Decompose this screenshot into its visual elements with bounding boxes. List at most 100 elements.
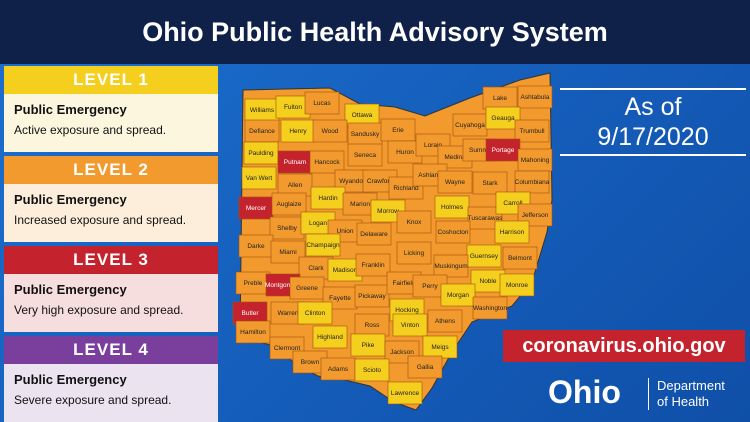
county-label: Clinton [305, 310, 326, 317]
county-label: Meigs [431, 344, 449, 351]
county-label: Fayette [329, 295, 351, 302]
county-label: Portage [492, 147, 515, 154]
county [440, 283, 476, 307]
county [472, 296, 508, 320]
county [407, 355, 443, 379]
county-label: Logan [309, 220, 327, 227]
level-heading: Public Emergency [14, 372, 127, 387]
county [517, 203, 553, 227]
website[interactable]: coronavirus.ohio.gov [503, 330, 745, 362]
county [355, 253, 391, 277]
county [502, 246, 538, 270]
county-label: Tuscarawas [468, 215, 504, 222]
level-body: Public Emergency Active exposure and spre… [4, 94, 218, 152]
level-header: LEVEL 4 [4, 336, 218, 364]
county-label: Ashland [418, 172, 442, 179]
title: Ohio Public Health Advisory System [0, 0, 750, 64]
county-label: Delaware [360, 231, 388, 238]
county-label: Lawrence [391, 390, 420, 397]
county [356, 222, 392, 246]
county-label: Paulding [248, 150, 274, 157]
county [312, 119, 348, 143]
county [270, 240, 306, 264]
level-header: LEVEL 1 [4, 66, 218, 94]
county-label: Henry [289, 128, 307, 135]
county-label: Pickaway [358, 293, 386, 300]
county-label: Ashtabula [521, 94, 550, 101]
county-label: Auglaize [277, 201, 302, 208]
county-label: Ross [365, 322, 381, 329]
level-body: Public Emergency Severe exposure and spre… [4, 364, 218, 422]
county-label: Richland [393, 185, 419, 192]
county-label: Miami [279, 249, 296, 256]
county-label: Monroe [506, 282, 528, 289]
county-label: Scioto [363, 367, 381, 374]
county-label: Williams [250, 107, 275, 114]
level-heading: Public Emergency [14, 192, 127, 207]
county [427, 309, 463, 333]
county-label: Warren [277, 310, 298, 317]
county-label: Morrow [377, 208, 399, 215]
county-label: Hancock [314, 159, 340, 166]
county-label: Wyandot [339, 178, 365, 185]
level-heading: Public Emergency [14, 102, 127, 117]
county-label: Wood [322, 128, 339, 135]
level-heading: Public Emergency [14, 282, 127, 297]
county [517, 85, 553, 109]
county-label: Columbiana [515, 179, 550, 186]
logo-department: Department of Health [648, 378, 725, 410]
county-label: Sandusky [351, 131, 380, 138]
county-label: Pike [362, 342, 375, 349]
county [387, 381, 423, 405]
county-label: Harrison [500, 229, 525, 236]
county-label: Champaign [306, 242, 340, 249]
level-description: Very high exposure and spread. [14, 303, 184, 317]
county [347, 143, 383, 167]
level-header: LEVEL 2 [4, 156, 218, 184]
logo-line: of Health [657, 394, 710, 409]
county [354, 284, 390, 308]
county-label: Allen [288, 182, 303, 189]
level-body: Public Emergency Very high exposure and s… [4, 274, 218, 332]
county-label: Belmont [508, 255, 532, 262]
county-label: Lorain [424, 142, 442, 149]
county-label: Union [337, 228, 354, 235]
county [305, 233, 341, 257]
county-label: Van Wert [246, 175, 273, 182]
county-label: Fulton [284, 104, 302, 111]
county-label: Greene [296, 285, 318, 292]
county-label: Lucas [313, 100, 331, 107]
county-label: Crawford [367, 178, 394, 185]
county [437, 170, 473, 194]
county-label: Washington [473, 305, 507, 312]
county-label: Athens [435, 318, 456, 325]
county [235, 320, 271, 344]
level-body: Public Emergency Increased exposure and s… [4, 184, 218, 242]
county [396, 241, 432, 265]
level-description: Active exposure and spread. [14, 123, 167, 137]
county [304, 91, 340, 115]
level-header: LEVEL 3 [4, 246, 218, 274]
county-label: Ottawa [352, 112, 373, 119]
county [297, 301, 333, 325]
county-label: Lake [493, 95, 507, 102]
county-label: Clermont [274, 345, 301, 352]
level-description: Severe exposure and spread. [14, 393, 172, 407]
county-label: Geauga [491, 115, 515, 122]
county-label: Clark [308, 265, 324, 272]
county [396, 210, 432, 234]
county-label: Gallia [417, 364, 434, 371]
county-label: Defiance [249, 128, 275, 135]
county-label: Putnam [284, 159, 306, 166]
county [467, 206, 503, 230]
logo-wordmark: Ohio [548, 374, 621, 410]
logo-line: Department [657, 378, 725, 393]
level-description: Increased exposure and spread. [14, 213, 187, 227]
county-label: Noble [480, 278, 497, 285]
county [271, 192, 307, 216]
county [312, 325, 348, 349]
county-label: Mercer [246, 205, 267, 212]
county-label: Holmes [441, 204, 464, 211]
county-label: Highland [317, 334, 343, 341]
county [514, 119, 550, 143]
